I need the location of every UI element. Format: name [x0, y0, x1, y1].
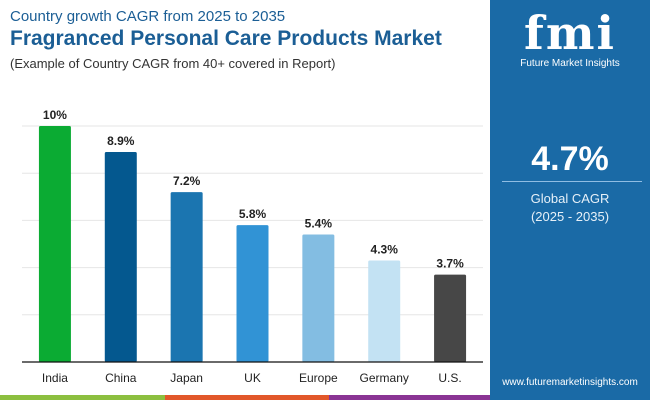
- data-label: 5.8%: [239, 207, 267, 221]
- logo-mark: fmi: [524, 6, 616, 60]
- footer-strip-green: [0, 395, 165, 400]
- chart-title: Fragranced Personal Care Products Market: [10, 27, 442, 50]
- chart-note: (Example of Country CAGR from 40+ covere…: [10, 56, 336, 71]
- data-label: 5.4%: [305, 217, 333, 231]
- x-tick-label: Europe: [299, 371, 338, 385]
- bar-europe: [302, 234, 335, 362]
- bar-china: [104, 151, 137, 362]
- bar-japan: [170, 192, 203, 362]
- website-link[interactable]: www.futuremarketinsights.com: [502, 377, 638, 388]
- x-tick-label: Germany: [360, 371, 409, 385]
- x-tick-label: China: [105, 371, 137, 385]
- data-label: 7.2%: [173, 174, 201, 188]
- x-tick-label: UK: [244, 371, 261, 385]
- fmi-logo: fmi Future Market Insights: [490, 8, 650, 69]
- x-tick-label: Japan: [170, 371, 203, 385]
- data-label: 3.7%: [436, 257, 464, 271]
- chart-subtitle: Country growth CAGR from 2025 to 2035: [10, 8, 286, 25]
- data-label: 10%: [43, 108, 67, 122]
- x-tick-label: India: [42, 371, 68, 385]
- brand-name: Future Market Insights: [520, 58, 620, 69]
- bar-uk: [236, 225, 269, 362]
- bar-india: [38, 126, 71, 362]
- bar-us: [434, 274, 467, 362]
- cagr-period: (2025 - 2035): [530, 209, 610, 224]
- footer-strip-purple: [329, 395, 490, 400]
- global-cagr-value: 4.7%: [531, 140, 609, 178]
- footer-strip-orange: [165, 395, 329, 400]
- global-cagr-label: Global CAGR: [530, 191, 610, 206]
- divider: [502, 181, 642, 182]
- x-tick-label: U.S.: [438, 371, 461, 385]
- bar-germany: [368, 260, 401, 362]
- summary-panel: fmi Future Market Insights 4.7% Global C…: [490, 0, 650, 400]
- bar-chart: 10% India 8.9% China 7.2% Japan 5.8% UK 5.4% Euro…: [22, 108, 483, 385]
- data-label: 4.3%: [371, 243, 399, 257]
- cagr-caption: Global CAGR (2025 - 2035): [490, 190, 650, 226]
- data-label: 8.9%: [107, 134, 135, 148]
